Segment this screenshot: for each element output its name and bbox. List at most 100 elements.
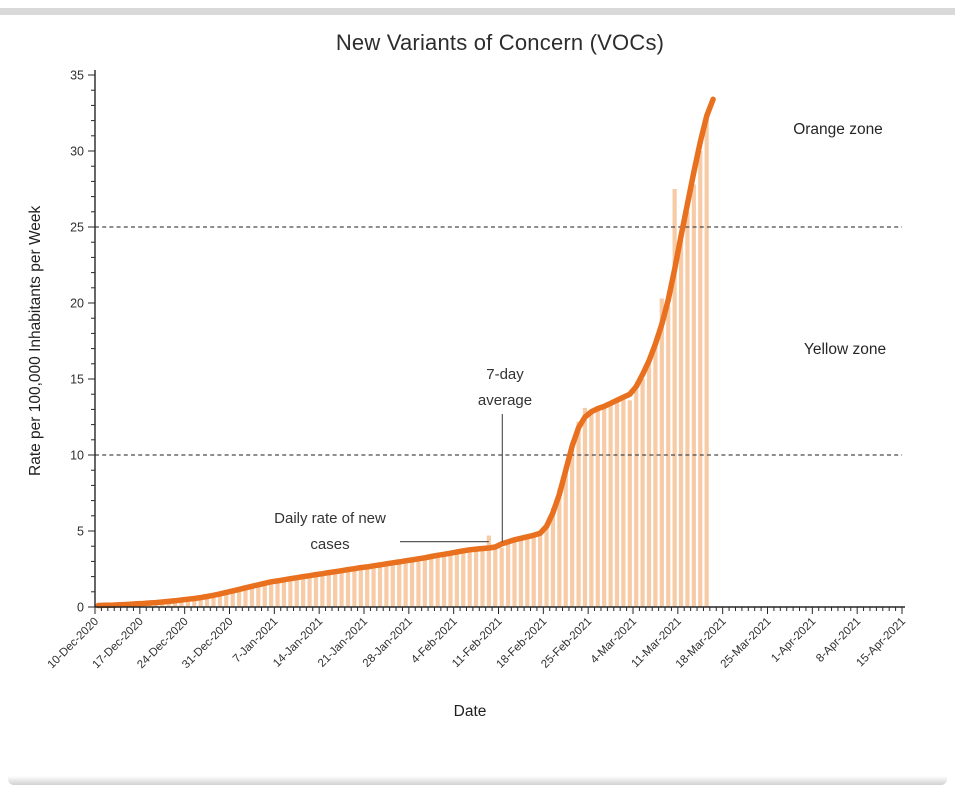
daily-rate-bar bbox=[627, 400, 632, 607]
daily-rate-bar bbox=[653, 345, 658, 607]
annotation-daily-rate: Daily rate of new cases bbox=[274, 510, 386, 553]
daily-rate-bar bbox=[646, 363, 652, 607]
daily-rate-bar bbox=[448, 553, 453, 607]
daily-rate-bar bbox=[198, 597, 203, 607]
orange-zone-label: Orange zone bbox=[793, 121, 883, 138]
daily-rate-bar bbox=[224, 592, 229, 607]
daily-rate-bar bbox=[563, 465, 568, 607]
daily-rate-bar bbox=[301, 576, 306, 607]
x-tick-label: 8-Apr-2021 bbox=[814, 616, 863, 665]
daily-rate-bar bbox=[204, 596, 210, 607]
daily-rate-bar bbox=[320, 573, 325, 607]
y-tick-label: 5 bbox=[77, 525, 84, 539]
chart-title: New Variants of Concern (VOCs) bbox=[335, 30, 665, 55]
daily-rate-bar bbox=[313, 574, 319, 607]
daily-rate-bar bbox=[518, 537, 524, 607]
daily-rate-bar bbox=[454, 552, 459, 607]
page-top-divider bbox=[0, 8, 955, 15]
daily-rate-bar bbox=[473, 549, 479, 607]
daily-rate-bar bbox=[441, 554, 447, 607]
daily-rate-bar bbox=[326, 572, 331, 607]
y-tick-label: 0 bbox=[77, 601, 84, 615]
daily-rate-bar bbox=[256, 584, 261, 607]
daily-rate-bar bbox=[589, 412, 594, 607]
chart-canvas: 0510152025303510-Dec-202017-Dec-202024-D… bbox=[46, 69, 908, 672]
daily-rate-bar bbox=[371, 565, 376, 607]
y-tick-label: 20 bbox=[70, 297, 84, 311]
daily-rate-bar bbox=[570, 442, 575, 607]
daily-rate-bar bbox=[538, 534, 543, 607]
page-bottom-shadow bbox=[8, 776, 947, 785]
daily-rate-bar bbox=[685, 211, 690, 608]
daily-rate-bar bbox=[576, 421, 581, 607]
y-tick-label: 35 bbox=[70, 69, 84, 83]
daily-rate-bar bbox=[352, 569, 357, 607]
daily-rate-bar bbox=[390, 562, 395, 607]
daily-rate-bar bbox=[698, 151, 703, 607]
x-axis-title: Date bbox=[453, 703, 487, 720]
daily-rate-bar bbox=[531, 536, 536, 607]
daily-rate-bar bbox=[262, 583, 267, 607]
daily-rate-bar bbox=[365, 567, 370, 607]
daily-rate-bar bbox=[249, 586, 255, 607]
yellow-zone-label: Yellow zone bbox=[803, 341, 887, 358]
daily-rate-bar bbox=[640, 379, 645, 607]
daily-rate-bar bbox=[358, 567, 363, 607]
daily-rate-bar bbox=[435, 555, 440, 607]
daily-rate-bar bbox=[467, 550, 472, 607]
y-tick-label: 15 bbox=[70, 373, 84, 387]
daily-rate-bar bbox=[339, 570, 344, 607]
daily-rate-bar bbox=[288, 578, 293, 607]
daily-rate-bar bbox=[185, 599, 190, 607]
daily-rate-bar bbox=[595, 409, 600, 607]
daily-rate-bar bbox=[166, 601, 171, 607]
daily-rate-bar bbox=[512, 540, 517, 607]
daily-rate-bar bbox=[243, 588, 248, 607]
daily-rate-bar bbox=[429, 556, 434, 607]
daily-rate-bar bbox=[634, 389, 639, 607]
daily-rate-bar bbox=[550, 508, 556, 607]
daily-rate-bar bbox=[691, 184, 696, 607]
daily-rate-bar bbox=[179, 600, 184, 607]
daily-rate-bar bbox=[614, 400, 620, 607]
daily-rate-bar bbox=[333, 572, 338, 607]
daily-rate-bar bbox=[659, 298, 664, 607]
x-tick-label: 7-Jan-2021 bbox=[231, 616, 281, 666]
daily-rate-bar bbox=[486, 535, 491, 607]
daily-rate-bar bbox=[237, 589, 242, 607]
x-tick-label: 1-Apr-2021 bbox=[769, 616, 818, 665]
annotation-7-day-average: 7-day average bbox=[477, 366, 533, 409]
daily-rate-bar bbox=[307, 575, 312, 607]
daily-rate-bar bbox=[557, 488, 562, 607]
daily-rate-bar bbox=[704, 116, 709, 607]
daily-rate-bar bbox=[211, 595, 216, 607]
seven-day-average-line bbox=[95, 96, 716, 609]
daily-rate-bar bbox=[480, 548, 485, 607]
daily-rate-bar bbox=[403, 561, 408, 607]
y-tick-label: 30 bbox=[70, 145, 84, 159]
daily-rate-bar bbox=[172, 600, 178, 607]
daily-rate-bar bbox=[384, 564, 389, 607]
daily-rate-bar bbox=[281, 579, 287, 607]
daily-rate-bar bbox=[525, 538, 530, 607]
daily-rate-bar bbox=[602, 406, 607, 607]
daily-rate-bar bbox=[275, 581, 280, 607]
daily-rate-bar bbox=[409, 560, 415, 607]
daily-rate-bar bbox=[345, 569, 351, 607]
daily-rate-bar bbox=[608, 403, 613, 607]
daily-rate-bar bbox=[397, 562, 402, 607]
daily-rate-bar bbox=[678, 234, 684, 607]
daily-rate-bar bbox=[582, 407, 588, 607]
daily-rate-bar bbox=[461, 551, 466, 607]
daily-rate-bar bbox=[269, 581, 274, 607]
daily-rate-bar bbox=[672, 189, 677, 607]
daily-rate-bar bbox=[621, 395, 626, 607]
y-axis-title: Rate per 100,000 Inhabitants per Week bbox=[27, 205, 44, 477]
daily-rate-bar bbox=[544, 523, 549, 607]
daily-rate-bar bbox=[499, 547, 504, 607]
daily-rate-bar bbox=[377, 565, 383, 607]
y-tick-label: 25 bbox=[70, 221, 84, 235]
daily-rate-bar bbox=[666, 306, 671, 607]
daily-rate-bar bbox=[506, 541, 511, 607]
